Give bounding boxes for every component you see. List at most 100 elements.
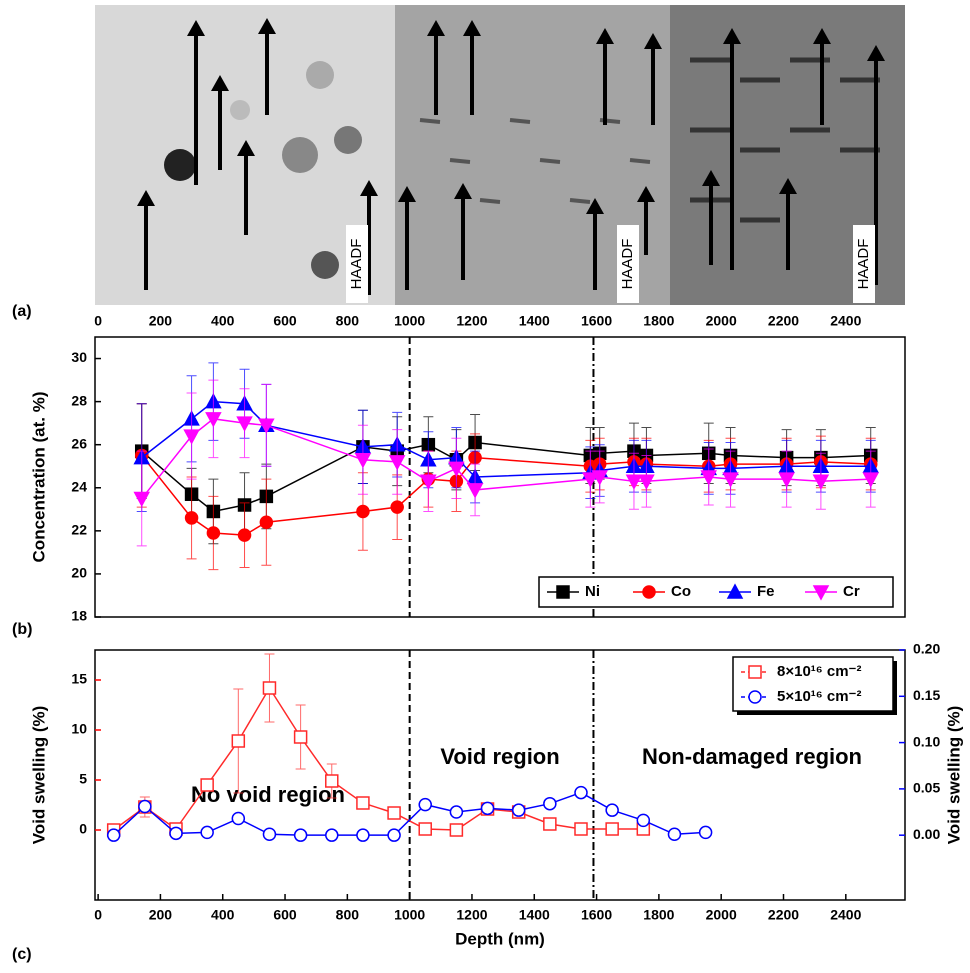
panel-label: (a): [12, 303, 32, 320]
y2-tick-label: 0.00: [913, 826, 940, 842]
arrow-head: [867, 45, 885, 61]
marker: [293, 828, 308, 842]
x-tick-label: 400: [211, 313, 235, 329]
arrow-head: [427, 20, 445, 36]
panel-label: (b): [12, 621, 32, 638]
arrow-head: [463, 20, 481, 36]
void: [230, 100, 250, 120]
marker: [258, 418, 275, 434]
y2-tick-label: 0.05: [913, 780, 940, 796]
marker: [387, 806, 401, 820]
marker: [169, 826, 183, 841]
marker: [356, 796, 370, 810]
marker: [420, 474, 437, 490]
marker: [325, 828, 339, 842]
marker: [448, 461, 465, 477]
y-tick-label: 18: [71, 608, 87, 624]
marker: [636, 813, 651, 828]
x-tick-label: 2000: [706, 907, 737, 923]
image-label: HAADF: [855, 239, 872, 290]
marker: [418, 797, 432, 812]
x-tick-label: 1000: [394, 907, 425, 923]
arrow-head: [779, 178, 797, 194]
y2-axis-label: Void swelling (%): [944, 706, 963, 845]
x-tick-label: 600: [273, 313, 297, 329]
marker: [480, 801, 495, 816]
marker: [605, 803, 619, 817]
x-tick-label: 1200: [456, 907, 487, 923]
marker: [543, 796, 557, 811]
x-tick-label: 1600: [581, 313, 612, 329]
y-tick-label: 26: [71, 435, 87, 451]
arrow-head: [702, 170, 720, 186]
marker: [698, 825, 713, 840]
void-band: [509, 118, 531, 124]
marker: [625, 474, 643, 490]
x-tick-label: 1800: [643, 907, 674, 923]
marker: [262, 681, 277, 695]
marker: [200, 825, 214, 840]
marker: [325, 774, 339, 788]
marker: [356, 828, 370, 842]
y-tick-label: 15: [71, 671, 87, 687]
void-band: [539, 158, 561, 164]
x-tick-label: 1400: [519, 907, 550, 923]
marker: [591, 470, 608, 486]
marker: [748, 690, 762, 704]
legend-label: 5×10¹⁶ cm⁻²: [777, 688, 861, 705]
marker: [862, 472, 879, 488]
arrow-head: [211, 75, 229, 91]
marker: [778, 472, 795, 488]
void: [306, 61, 334, 89]
marker: [726, 583, 744, 599]
arrow-head: [723, 28, 741, 44]
marker: [237, 528, 252, 542]
marker: [605, 822, 619, 836]
marker: [642, 585, 656, 599]
annotation: Void region: [440, 744, 559, 769]
marker: [200, 778, 214, 792]
x-axis-label: Depth (nm): [455, 929, 545, 948]
void-band: [449, 158, 471, 164]
arrow-head: [454, 183, 472, 199]
void: [311, 251, 339, 279]
arrow-head: [360, 180, 378, 196]
marker: [354, 453, 372, 469]
y-tick-label: 20: [71, 565, 87, 581]
marker: [543, 817, 557, 831]
marker: [184, 511, 199, 525]
label-box: [346, 225, 368, 303]
legend-label: Cr: [843, 583, 860, 600]
x-tick-label: 600: [273, 907, 297, 923]
legend-label: Fe: [757, 583, 775, 600]
marker: [700, 470, 717, 486]
plot-frame: [94, 649, 906, 901]
y-tick-label: 28: [71, 392, 87, 408]
marker: [231, 811, 246, 826]
y-tick-label: 0: [79, 821, 87, 837]
marker: [812, 585, 830, 601]
arrow-head: [637, 186, 655, 202]
annotation: Non-damaged region: [642, 744, 862, 769]
arrow-head: [237, 140, 255, 156]
y-tick-label: 5: [79, 771, 87, 787]
void-band: [629, 158, 651, 164]
plot-frame: [94, 336, 906, 618]
y2-tick-label: 0.20: [913, 641, 940, 657]
marker: [390, 500, 404, 514]
legend-label: 8×10¹⁶ cm⁻²: [777, 663, 861, 680]
arrow-head: [586, 198, 604, 214]
x-tick-label: 2400: [830, 907, 861, 923]
marker: [449, 805, 464, 819]
marker: [667, 827, 682, 842]
arrow-head: [398, 186, 416, 202]
x-tick-label: 400: [211, 907, 235, 923]
x-tick-label: 800: [336, 313, 360, 329]
x-tick-label: 1000: [394, 313, 425, 329]
marker: [356, 504, 370, 519]
marker: [262, 827, 277, 842]
x-tick-label: 2200: [768, 907, 799, 923]
marker: [449, 823, 464, 837]
marker: [293, 730, 308, 744]
